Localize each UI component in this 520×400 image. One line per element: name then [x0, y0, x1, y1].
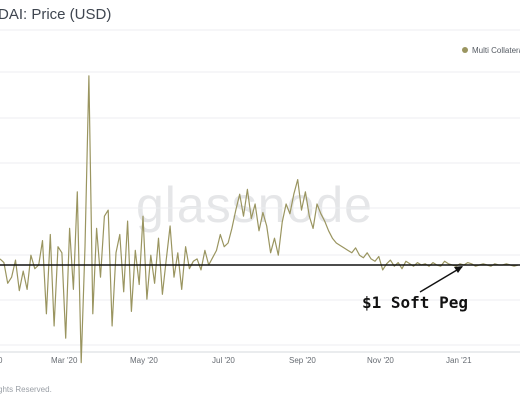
x-tick-label: Jul '20 [212, 356, 235, 365]
soft-peg-label: $1 Soft Peg [362, 293, 468, 312]
x-tick-label: Jan '21 [446, 356, 472, 365]
x-tick-label: Sep '20 [289, 356, 316, 365]
watermark: glassnode [136, 177, 373, 233]
grid [0, 29, 520, 353]
x-tick-label: May '20 [130, 356, 158, 365]
legend-dot-icon [462, 47, 468, 53]
series-layer [0, 75, 519, 364]
x-tick-label: Mar '20 [51, 356, 78, 365]
x-tick-label: Nov '20 [367, 356, 394, 365]
legend[interactable]: Multi Collateral [462, 44, 520, 56]
soft-peg-arrow [419, 266, 463, 293]
annotation-layer [0, 264, 520, 293]
soft-peg-arrowhead [454, 266, 463, 273]
x-tick-label: 0 [0, 356, 3, 365]
legend-label: Multi Collateral [472, 45, 520, 55]
chart-title: DAI: Price (USD) [0, 6, 112, 23]
series-line-multi-collateral [0, 75, 519, 364]
footer-copyright: ghts Reserved. [0, 385, 52, 394]
